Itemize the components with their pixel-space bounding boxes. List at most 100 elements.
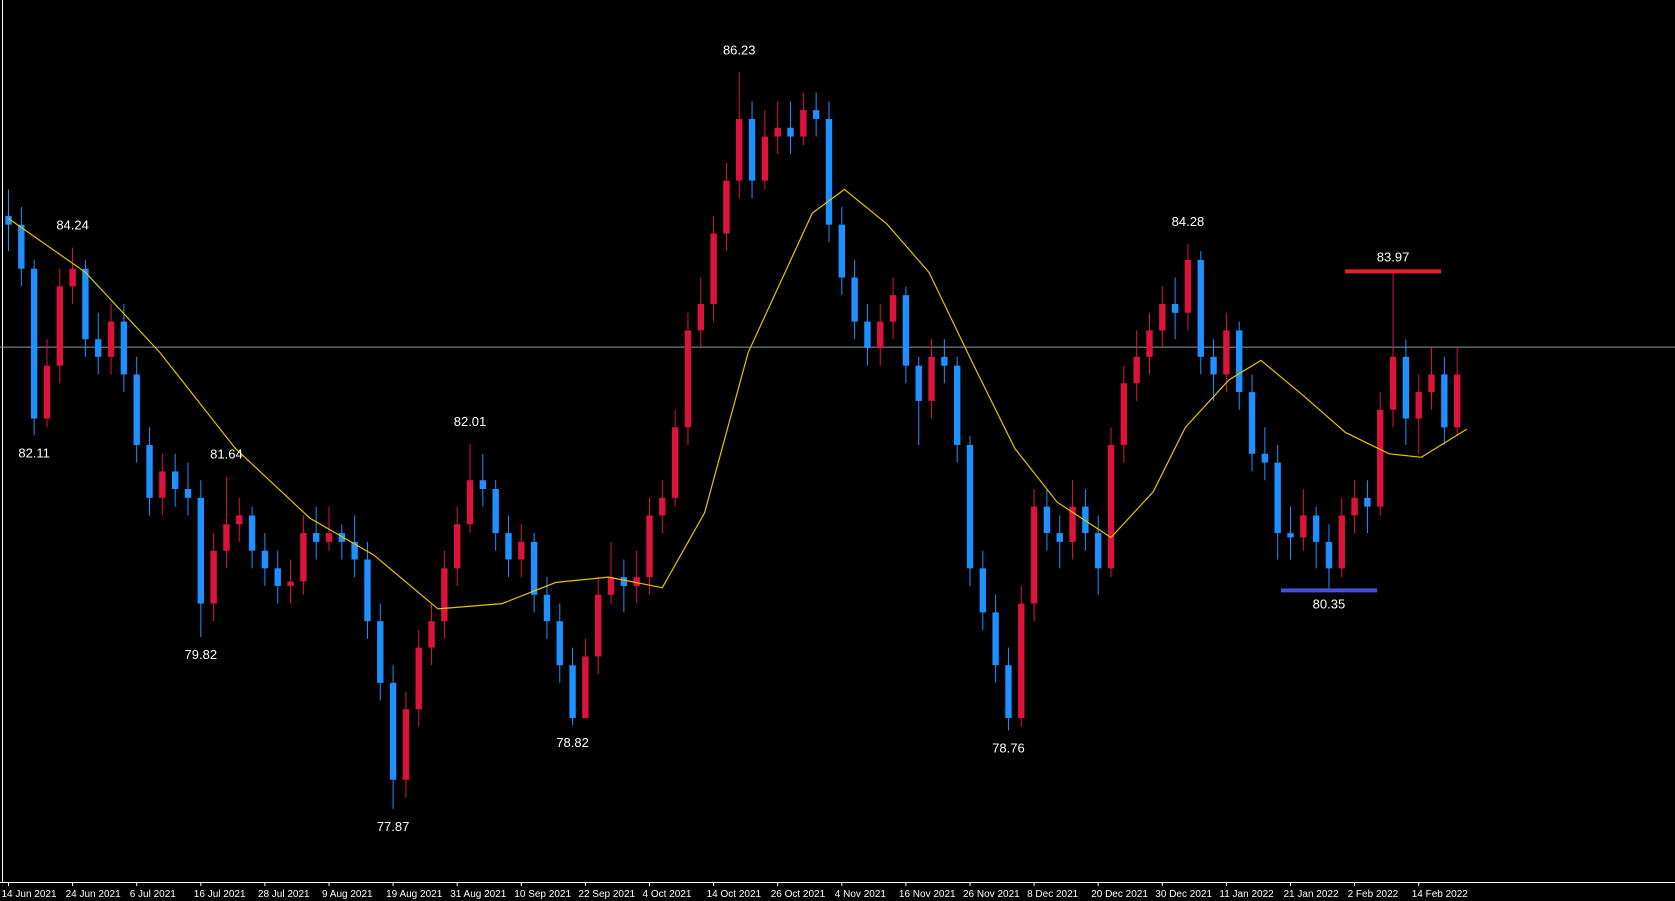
candle-body bbox=[428, 621, 435, 648]
candle-body bbox=[30, 268, 38, 419]
candle-body bbox=[723, 180, 730, 234]
x-tick-label: 30 Dec 2021 bbox=[1155, 889, 1212, 900]
candle-body bbox=[1171, 303, 1179, 313]
x-tick-label: 26 Oct 2021 bbox=[771, 889, 826, 900]
candle-body bbox=[1095, 533, 1102, 569]
candle-body bbox=[274, 568, 281, 586]
candle-body bbox=[915, 365, 922, 401]
candle-body bbox=[928, 356, 935, 401]
x-tick-label: 14 Oct 2021 bbox=[707, 889, 762, 900]
candle-body bbox=[1415, 392, 1422, 419]
x-tick-label: 14 Jun 2021 bbox=[2, 889, 57, 900]
candle-body bbox=[607, 577, 615, 595]
candle-body bbox=[1223, 330, 1230, 375]
candle-body bbox=[300, 533, 307, 582]
candle-body bbox=[1300, 515, 1307, 538]
candle-body bbox=[492, 489, 499, 534]
x-tick-label: 21 Jan 2022 bbox=[1284, 889, 1339, 900]
candle-body bbox=[1389, 356, 1397, 410]
candle-body bbox=[1338, 515, 1345, 569]
candle-body bbox=[1236, 330, 1243, 393]
candle-body bbox=[248, 515, 256, 551]
candle-body bbox=[505, 533, 512, 560]
candle-body bbox=[1261, 453, 1269, 463]
candle-body bbox=[338, 533, 346, 542]
candle-body bbox=[825, 118, 833, 225]
candle-body bbox=[1120, 383, 1128, 445]
candle-body bbox=[1325, 541, 1333, 569]
x-tick-label: 24 Jun 2021 bbox=[66, 889, 121, 900]
x-tick-label: 16 Nov 2021 bbox=[899, 889, 956, 900]
candle-body bbox=[1428, 374, 1435, 393]
candle-body bbox=[633, 577, 640, 586]
candle-body bbox=[530, 541, 538, 595]
candle-body bbox=[312, 533, 320, 542]
candle-body bbox=[684, 330, 692, 428]
candle-body bbox=[133, 374, 140, 445]
candle-body bbox=[556, 621, 563, 666]
candle-body bbox=[838, 224, 845, 278]
candle-body bbox=[210, 550, 217, 604]
candle-body bbox=[1146, 330, 1153, 357]
candle-body bbox=[415, 647, 422, 710]
annotation-label: 82.11 bbox=[18, 445, 50, 460]
candle-body bbox=[159, 471, 166, 498]
candle-body bbox=[582, 656, 589, 719]
candle-body bbox=[56, 286, 63, 366]
annotation-label: 79.82 bbox=[185, 647, 218, 662]
candle-body bbox=[671, 427, 679, 498]
candle-body bbox=[812, 110, 820, 119]
annotation-label: 84.24 bbox=[56, 218, 89, 233]
candle-body bbox=[889, 295, 897, 322]
candle-body bbox=[107, 321, 115, 357]
candle-body bbox=[325, 533, 333, 542]
candle-body bbox=[761, 136, 769, 181]
x-tick-label: 9 Aug 2021 bbox=[322, 889, 373, 900]
candle-body bbox=[1082, 506, 1089, 534]
candle-body bbox=[466, 480, 474, 525]
candle-body bbox=[18, 224, 25, 269]
candle-body bbox=[43, 365, 51, 419]
x-tick-label: 14 Feb 2022 bbox=[1412, 889, 1469, 900]
candle-body bbox=[992, 612, 999, 666]
annotation-label: 78.82 bbox=[556, 735, 589, 750]
candle-body bbox=[69, 268, 76, 287]
candle-body bbox=[1107, 444, 1115, 569]
candle-body bbox=[1018, 603, 1025, 719]
candle-body bbox=[287, 581, 294, 586]
x-tick-label: 8 Dec 2021 bbox=[1027, 889, 1079, 900]
candle-body bbox=[979, 568, 987, 613]
candle-body bbox=[1005, 665, 1012, 719]
candle-body bbox=[5, 215, 12, 225]
candle-body bbox=[646, 515, 653, 578]
candle-body bbox=[1453, 374, 1461, 428]
candle-body bbox=[1377, 409, 1384, 507]
candle-body bbox=[569, 665, 576, 719]
candle-body bbox=[1312, 515, 1320, 542]
candle-body bbox=[120, 321, 128, 375]
candle-body bbox=[261, 550, 269, 569]
candle-body bbox=[1351, 497, 1358, 516]
x-tick-label: 19 Aug 2021 bbox=[386, 889, 443, 900]
candle-body bbox=[1210, 356, 1217, 375]
candle-body bbox=[146, 444, 153, 498]
candle-body bbox=[1159, 303, 1166, 331]
x-tick-label: 6 Jul 2021 bbox=[130, 889, 177, 900]
candle-body bbox=[864, 321, 871, 349]
candle-body bbox=[377, 621, 384, 683]
x-tick-label: 22 Sep 2021 bbox=[578, 889, 635, 900]
candle-body bbox=[171, 471, 179, 490]
candle-body bbox=[236, 515, 243, 525]
candle-body bbox=[223, 524, 230, 551]
candle-body bbox=[902, 295, 910, 366]
candle-body bbox=[1043, 506, 1051, 534]
candle-body bbox=[402, 709, 410, 780]
candle-body bbox=[953, 365, 961, 445]
x-tick-label: 28 Jul 2021 bbox=[258, 889, 310, 900]
candle-body bbox=[454, 524, 461, 569]
candle-body bbox=[800, 110, 807, 137]
candle-body bbox=[774, 127, 781, 137]
candle-body bbox=[1287, 533, 1294, 538]
x-tick-label: 20 Dec 2021 bbox=[1091, 889, 1148, 900]
